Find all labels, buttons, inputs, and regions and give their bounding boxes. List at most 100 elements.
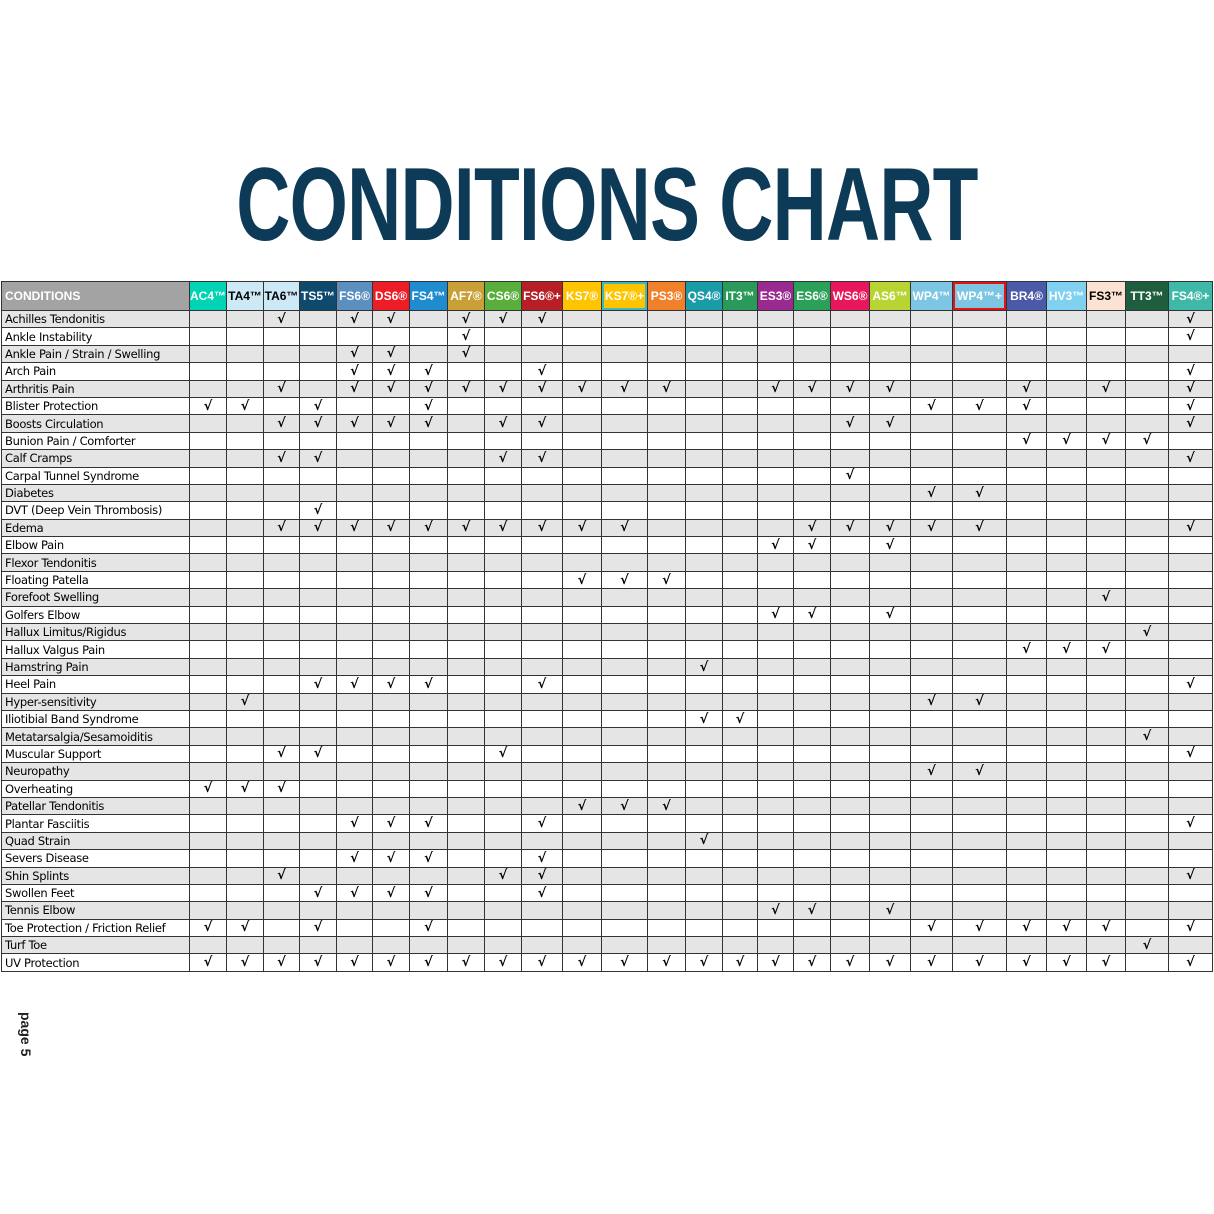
empty-cell xyxy=(484,536,523,555)
empty-cell xyxy=(722,849,759,868)
empty-cell xyxy=(869,831,912,851)
empty-cell xyxy=(188,675,228,694)
empty-cell xyxy=(1086,675,1127,694)
check-mark: √ xyxy=(1086,918,1127,938)
empty-cell xyxy=(793,623,832,642)
check-mark: √ xyxy=(409,814,449,833)
empty-cell xyxy=(601,779,649,798)
empty-cell xyxy=(830,640,871,659)
empty-cell xyxy=(952,866,1008,885)
empty-cell xyxy=(1046,762,1088,781)
empty-cell xyxy=(263,623,301,642)
empty-cell xyxy=(263,709,301,729)
empty-cell xyxy=(830,901,871,920)
empty-cell xyxy=(722,727,759,746)
check-mark: √ xyxy=(793,518,832,538)
check-mark: √ xyxy=(263,449,301,468)
product-header: HV3™ xyxy=(1046,281,1088,311)
empty-cell xyxy=(793,553,832,572)
empty-cell xyxy=(1086,501,1127,520)
empty-cell xyxy=(299,901,338,920)
check-mark: √ xyxy=(830,518,871,538)
condition-name: Diabetes xyxy=(1,483,190,503)
check-mark: √ xyxy=(1168,814,1214,833)
check-mark: √ xyxy=(447,309,486,329)
condition-name: Arch Pain xyxy=(1,362,190,381)
empty-cell xyxy=(722,449,759,468)
empty-cell xyxy=(447,605,486,625)
empty-cell xyxy=(952,814,1008,833)
empty-cell xyxy=(1046,796,1088,816)
empty-cell xyxy=(372,640,411,659)
empty-cell xyxy=(793,588,832,607)
check-mark: √ xyxy=(869,901,912,920)
empty-cell xyxy=(484,483,523,503)
empty-cell xyxy=(562,640,603,659)
empty-cell xyxy=(1086,814,1127,833)
check-mark: √ xyxy=(263,414,301,433)
empty-cell xyxy=(952,623,1008,642)
empty-cell xyxy=(830,396,871,416)
empty-cell xyxy=(336,483,374,503)
check-mark: √ xyxy=(647,953,687,972)
empty-cell xyxy=(263,918,301,938)
empty-cell xyxy=(1125,483,1170,503)
empty-cell xyxy=(869,640,912,659)
check-mark: √ xyxy=(601,570,649,590)
check-mark: √ xyxy=(484,518,523,538)
check-mark: √ xyxy=(299,414,338,433)
empty-cell xyxy=(601,709,649,729)
table-row: Heel Pain √ √ √ √ √ √ xyxy=(1,675,1214,694)
check-mark: √ xyxy=(1168,327,1214,346)
empty-cell xyxy=(1006,779,1048,798)
check-mark: √ xyxy=(685,953,724,972)
empty-cell xyxy=(869,814,912,833)
empty-cell xyxy=(685,779,724,798)
empty-cell xyxy=(484,588,523,607)
empty-cell xyxy=(910,727,954,746)
empty-cell xyxy=(1046,901,1088,920)
empty-cell xyxy=(1046,936,1088,955)
empty-cell xyxy=(647,553,687,572)
empty-cell xyxy=(299,640,338,659)
check-mark: √ xyxy=(1086,431,1127,451)
empty-cell xyxy=(484,849,523,868)
empty-cell xyxy=(1125,796,1170,816)
check-mark: √ xyxy=(1168,379,1214,398)
empty-cell xyxy=(685,379,724,398)
empty-cell xyxy=(1086,692,1127,711)
check-mark: √ xyxy=(521,814,564,833)
empty-cell xyxy=(793,727,832,746)
empty-cell xyxy=(226,883,265,903)
table-row: Hamstring Pain √ xyxy=(1,657,1214,677)
empty-cell xyxy=(188,623,228,642)
empty-cell xyxy=(372,762,411,781)
empty-cell xyxy=(757,883,795,903)
check-mark: √ xyxy=(409,362,449,381)
empty-cell xyxy=(910,553,954,572)
empty-cell xyxy=(830,796,871,816)
empty-cell xyxy=(793,831,832,851)
product-header: WP4™ xyxy=(910,281,954,311)
empty-cell xyxy=(299,831,338,851)
check-mark: √ xyxy=(447,327,486,346)
empty-cell xyxy=(562,588,603,607)
product-header: DS6® xyxy=(372,281,411,311)
empty-cell xyxy=(1086,518,1127,538)
empty-cell xyxy=(1046,588,1088,607)
table-row: Quad Strain √ xyxy=(1,831,1214,851)
empty-cell xyxy=(409,796,449,816)
table-row: Iliotibial Band Syndrome √ √ xyxy=(1,709,1214,729)
table-row: Boosts Circulation √ √ √ √ √ √ √ √ √ √ xyxy=(1,414,1214,433)
empty-cell xyxy=(757,588,795,607)
empty-cell xyxy=(910,414,954,433)
empty-cell xyxy=(299,327,338,346)
table-row: UV Protection √ √ √ √ √ √ √ √ √ √ √ √ √ √ √ √ √ √ √ √ √ √ √ √ √ xyxy=(1,953,1214,972)
empty-cell xyxy=(1086,327,1127,346)
empty-cell xyxy=(1168,796,1214,816)
empty-cell xyxy=(830,309,871,329)
empty-cell xyxy=(484,640,523,659)
check-mark: √ xyxy=(372,379,411,398)
empty-cell xyxy=(447,796,486,816)
empty-cell xyxy=(484,327,523,346)
